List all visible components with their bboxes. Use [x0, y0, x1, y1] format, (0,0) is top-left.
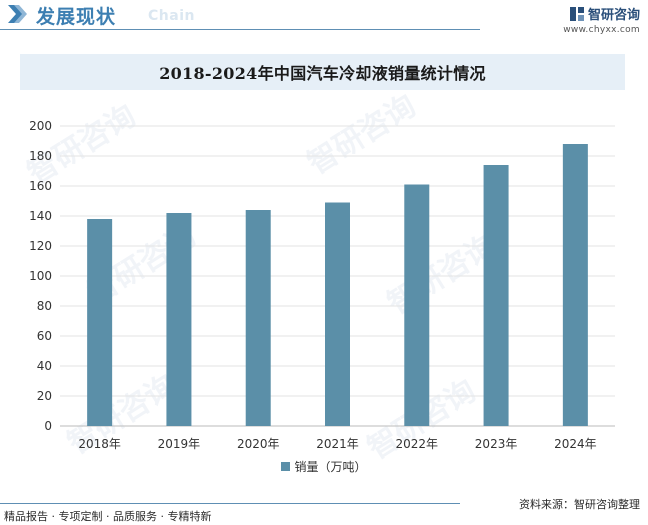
- x-tick-label: 2020年: [237, 437, 280, 451]
- y-tick-label: 200: [29, 119, 52, 133]
- bar: [87, 219, 113, 426]
- footer-tagline: 精品报告 · 专项定制 · 品质服务 · 专精特新: [4, 510, 212, 523]
- bar: [483, 165, 509, 426]
- page-header: 发展现状 Chain 智研咨询 www.chyxx.com: [0, 0, 648, 35]
- x-tick-label: 2021年: [316, 437, 359, 451]
- x-tick-label: 2023年: [475, 437, 518, 451]
- bar: [166, 213, 192, 426]
- brand-url: www.chyxx.com: [563, 25, 640, 35]
- y-tick-label: 20: [37, 389, 52, 403]
- x-tick-label: 2024年: [554, 437, 597, 451]
- x-tick-label: 2019年: [158, 437, 201, 451]
- y-tick-label: 120: [29, 239, 52, 253]
- y-tick-label: 40: [37, 359, 52, 373]
- legend-label: 销量（万吨）: [294, 460, 367, 474]
- bar: [325, 202, 350, 426]
- y-tick-label: 100: [29, 269, 52, 283]
- x-tick-label: 2018年: [78, 437, 121, 451]
- y-tick-label: 140: [29, 209, 52, 223]
- y-tick-label: 0: [44, 419, 52, 433]
- brand-logo-icon: [569, 6, 584, 21]
- y-tick-label: 60: [37, 329, 52, 343]
- legend-swatch: [281, 462, 291, 471]
- chart-title: 2018-2024年中国汽车冷却液销量统计情况: [159, 64, 486, 83]
- bar: [404, 184, 430, 426]
- chart-legend: 销量（万吨）: [0, 458, 648, 475]
- footer-divider: [0, 503, 460, 504]
- section-title: 发展现状: [36, 6, 117, 28]
- y-tick-label: 160: [29, 179, 52, 193]
- x-tick-label: 2022年: [396, 437, 439, 451]
- y-tick-label: 180: [29, 149, 52, 163]
- header-divider: [0, 29, 480, 30]
- source-note: 资料来源：智研咨询整理: [519, 498, 640, 511]
- chart-title-band: 2018-2024年中国汽车冷却液销量统计情况: [20, 54, 625, 90]
- double-chevron-icon: [8, 5, 27, 23]
- bar: [245, 210, 271, 426]
- section-subtitle: Chain: [148, 8, 195, 24]
- y-tick-label: 80: [37, 299, 52, 313]
- brand-name: 智研咨询: [587, 8, 640, 23]
- bar: [562, 144, 588, 426]
- brand-block: 智研咨询 www.chyxx.com: [563, 3, 640, 35]
